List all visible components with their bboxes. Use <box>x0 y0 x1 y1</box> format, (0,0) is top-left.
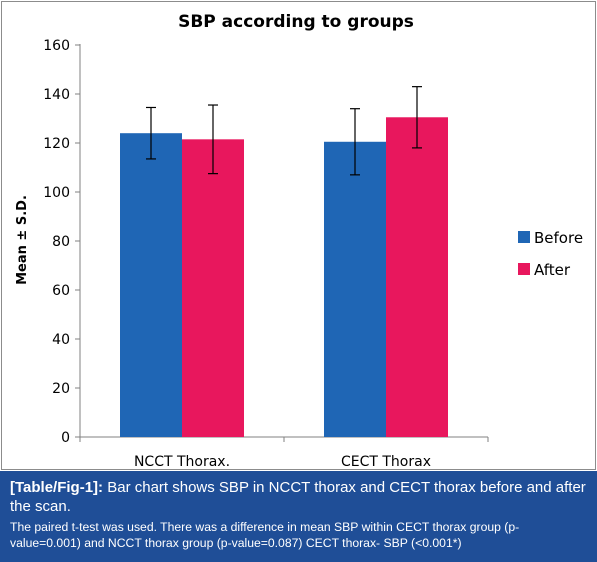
y-axis-label: Mean ± S.D. <box>15 195 30 285</box>
legend-label-before: Before <box>534 229 583 247</box>
bar-after-0 <box>182 139 244 437</box>
legend-label-after: After <box>534 261 571 279</box>
y-tick-label: 120 <box>43 136 70 152</box>
caption-text: Bar chart shows SBP in NCCT thorax and C… <box>10 479 586 515</box>
y-tick-label: 140 <box>43 87 70 103</box>
y-tick-label: 160 <box>43 38 70 54</box>
x-category-label: CECT Thorax <box>341 454 431 470</box>
bar-chart: SBP according to groups Mean ± S.D. 0 20 4… <box>15 12 583 470</box>
caption-note: The paired t-test was used. There was a … <box>10 520 520 550</box>
legend-swatch-after <box>518 263 530 275</box>
chart-frame <box>1 1 596 470</box>
bar-before-1 <box>324 141 386 437</box>
legend-swatch-before <box>518 231 530 243</box>
chart-title: SBP according to groups <box>178 12 414 32</box>
y-tick-label: 0 <box>61 430 70 446</box>
bar-before-0 <box>120 133 182 437</box>
x-category-label: NCCT Thorax. <box>134 454 230 470</box>
y-tick-label: 40 <box>52 332 70 348</box>
y-tick-label: 60 <box>52 283 70 299</box>
y-tick-label: 80 <box>52 234 70 250</box>
y-tick-label: 100 <box>43 185 70 201</box>
bar-after-1 <box>386 117 448 438</box>
y-tick-label: 20 <box>52 381 70 397</box>
caption-main: [Table/Fig-1]: Bar chart shows SBP in NC… <box>10 478 587 516</box>
caption-tag: [Table/Fig-1]: <box>10 479 104 496</box>
figure-caption: [Table/Fig-1]: Bar chart shows SBP in NC… <box>0 471 597 562</box>
